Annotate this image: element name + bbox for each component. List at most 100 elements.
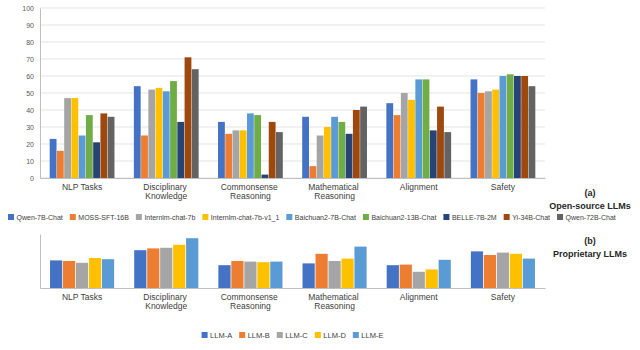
legend-label: LLM-E [361,331,383,340]
x-tick-label: Safety [491,292,516,302]
series [71,88,499,178]
bar [386,103,393,178]
series [100,57,528,178]
bar [57,151,64,178]
x-tick: Mathematical Reasoning [308,178,361,201]
bar [400,265,412,288]
bar [423,79,430,178]
x-tick-label: Disciplinary Knowledge [143,182,189,201]
bar [338,122,345,178]
x-tick: Alignment [400,288,438,302]
legend-swatch [8,214,14,220]
bar [485,91,492,178]
legend-swatch [315,332,321,338]
bar [192,69,199,178]
grid-line [40,178,545,179]
grid-line [40,59,545,60]
legend-swatch [363,214,369,220]
legend-item: LLM-D [315,331,347,340]
bar [270,262,282,288]
x-tick: Commonsense Reasoning [221,178,281,201]
legend-item: Yi-34B-Chat [504,214,550,221]
x-tick: NLP Tasks [62,178,102,192]
bar [240,130,247,178]
y-tick-label: 10 [26,158,34,165]
y-tick: 40 [26,107,40,114]
bar [523,259,535,288]
x-tick-label: NLP Tasks [62,182,102,192]
bar [108,117,115,178]
bar [353,110,360,178]
bar [430,130,437,178]
x-tick-label: Alignment [400,292,438,302]
legend-item: MOSS-SFT-16B [70,214,129,221]
y-tick-label: 80 [26,39,34,46]
y-tick-label: 40 [26,107,34,114]
x-tick: Safety [491,178,516,192]
x-tick: Disciplinary Knowledge [143,178,189,201]
grid [40,8,545,178]
legend-item: Qwen-72B-Chat [557,214,616,222]
legend-label: MOSS-SFT-16B [78,214,129,221]
x-tick-label: NLP Tasks [62,292,102,302]
bar [79,136,86,179]
legend-label: BELLE-7B-2M [452,214,497,221]
legend-swatch [277,332,283,338]
chart-subtitle: Open-source LLMs [549,201,631,211]
bar [328,261,340,288]
bars [50,57,536,178]
series [76,248,509,288]
bar [360,107,367,178]
figure: 0102030405060708090100NLP TasksDisciplin… [0,0,640,350]
series [93,76,521,178]
y-axis-line [40,9,41,179]
y-axis [40,235,41,289]
bar [76,263,88,288]
y-tick: 30 [26,124,40,131]
series [50,79,478,178]
grid-line [40,144,545,145]
bar [93,142,100,178]
legend-swatch [239,332,245,338]
bar [134,86,141,178]
bar [521,76,528,178]
bar [394,115,401,178]
bar [254,115,261,178]
x-tick: NLP Tasks [62,288,102,302]
bar [484,255,496,288]
legend-swatch [286,214,292,220]
y-tick-label: 70 [26,56,34,63]
legend-item: LLM-A [202,331,233,340]
x-tick-label: Safety [491,182,516,192]
legend-label: LLM-A [210,331,232,340]
series [50,250,483,288]
x-tick-label: Disciplinary Knowledge [143,292,189,311]
bar [163,91,170,178]
bar [148,90,155,178]
legend-item: LLM-B [239,331,270,340]
x-tick: Mathematical Reasoning [308,288,361,311]
legend-swatch [353,332,359,338]
bar [510,254,522,288]
x-tick: Commonsense Reasoning [221,288,281,311]
bar [303,263,315,288]
legend-label: Internlm-chat-7b [144,214,195,221]
y-tick: 100 [22,5,40,12]
bar [317,136,324,179]
legend-label: Qwen-7B-Chat [17,214,63,222]
bar [225,134,232,178]
bar [257,262,269,288]
bar [471,251,483,288]
legend-item: Internlm-chat-7b-v1_1 [202,214,279,222]
bar [218,265,230,288]
chart: NLP Tasks Disciplinary Knowledge Commonsen… [41,235,628,341]
x-axis-line [41,178,546,179]
bars [50,238,535,288]
y-tick-label: 60 [26,73,34,80]
y-tick-label: 30 [26,124,34,131]
x-tick: Alignment [400,178,438,192]
legend-swatch [70,214,76,220]
y-tick: 60 [26,73,40,80]
grid-line [40,127,545,128]
bar [247,113,254,178]
